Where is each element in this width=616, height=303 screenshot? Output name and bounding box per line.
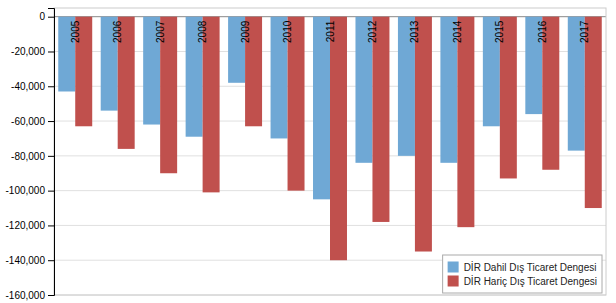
y-tick-label: 0 bbox=[39, 11, 45, 22]
category-label: 2007 bbox=[155, 20, 166, 43]
y-tick: -100,000 bbox=[6, 185, 54, 196]
category-label: 2006 bbox=[112, 20, 123, 43]
plot-frame bbox=[54, 8, 606, 295]
y-axis: 0 -20,000 -40,000 -60,000 -80,000 -100,000 -12… bbox=[6, 9, 55, 301]
y-tick-mark bbox=[48, 225, 54, 226]
y-tick-label: -40,000 bbox=[11, 81, 45, 92]
bar bbox=[313, 17, 330, 200]
y-tick: -140,000 bbox=[6, 255, 54, 266]
y-tick-mark bbox=[48, 156, 54, 157]
grid bbox=[54, 17, 606, 295]
category-label: 2010 bbox=[282, 20, 293, 43]
legend-box bbox=[443, 255, 602, 293]
bar bbox=[585, 17, 602, 208]
chart: 0 -20,000 -40,000 -60,000 -80,000 -100,000 -12… bbox=[0, 0, 616, 303]
category-label: 2014 bbox=[452, 20, 463, 43]
category-label: 2012 bbox=[367, 20, 378, 43]
y-tick: -60,000 bbox=[11, 116, 54, 127]
category-labels: 2005 2006 2007 2008 2009 2010 2011 2012 2013 2014… bbox=[70, 20, 591, 43]
category-label: 2009 bbox=[240, 20, 251, 43]
y-tick: -120,000 bbox=[6, 220, 54, 231]
category-label: 2005 bbox=[70, 20, 81, 43]
category-label: 2015 bbox=[494, 20, 505, 43]
y-tick-label: -80,000 bbox=[11, 151, 45, 162]
y-tick-label: -160,000 bbox=[6, 290, 46, 301]
category-label: 2011 bbox=[325, 20, 336, 42]
y-tick-mark bbox=[48, 260, 54, 261]
category-label: 2017 bbox=[579, 20, 590, 43]
y-tick-label: -120,000 bbox=[6, 220, 46, 231]
bar-series bbox=[75, 17, 602, 261]
bars bbox=[58, 17, 602, 261]
y-tick: -160,000 bbox=[6, 290, 54, 301]
y-tick-label: -60,000 bbox=[11, 116, 45, 127]
y-tick: -20,000 bbox=[11, 46, 54, 57]
category-label: 2016 bbox=[537, 20, 548, 43]
legend-swatch bbox=[448, 276, 459, 287]
y-tick-mark bbox=[48, 86, 54, 87]
y-tick-label: -100,000 bbox=[6, 185, 46, 196]
legend-label: DİR Hariç Dış Ticaret Dengesi bbox=[464, 275, 597, 287]
y-tick: -40,000 bbox=[11, 81, 54, 92]
y-tick: -80,000 bbox=[11, 151, 54, 162]
legend: DİR Dahil Dış Ticaret Dengesi DİR Hariç D… bbox=[443, 255, 602, 293]
y-tick-mark bbox=[48, 295, 54, 296]
y-axis-line bbox=[48, 9, 55, 296]
category-label: 2008 bbox=[197, 20, 208, 43]
legend-label: DİR Dahil Dış Ticaret Dengesi bbox=[464, 261, 597, 273]
bar bbox=[415, 17, 432, 252]
y-tick-label: -20,000 bbox=[11, 46, 45, 57]
category-label: 2013 bbox=[409, 20, 420, 43]
y-tick-mark bbox=[48, 121, 54, 122]
y-tick-mark bbox=[48, 51, 54, 52]
plot: 0 -20,000 -40,000 -60,000 -80,000 -100,000 -12… bbox=[6, 8, 606, 301]
bar bbox=[372, 17, 389, 222]
y-tick-mark bbox=[48, 17, 54, 18]
bar bbox=[330, 17, 347, 261]
legend-swatch bbox=[448, 262, 459, 273]
y-tick-mark bbox=[48, 191, 54, 192]
bar bbox=[457, 17, 474, 227]
bar-series bbox=[58, 17, 585, 200]
y-tick: 0 bbox=[39, 11, 54, 22]
y-tick-label: -140,000 bbox=[6, 255, 46, 266]
